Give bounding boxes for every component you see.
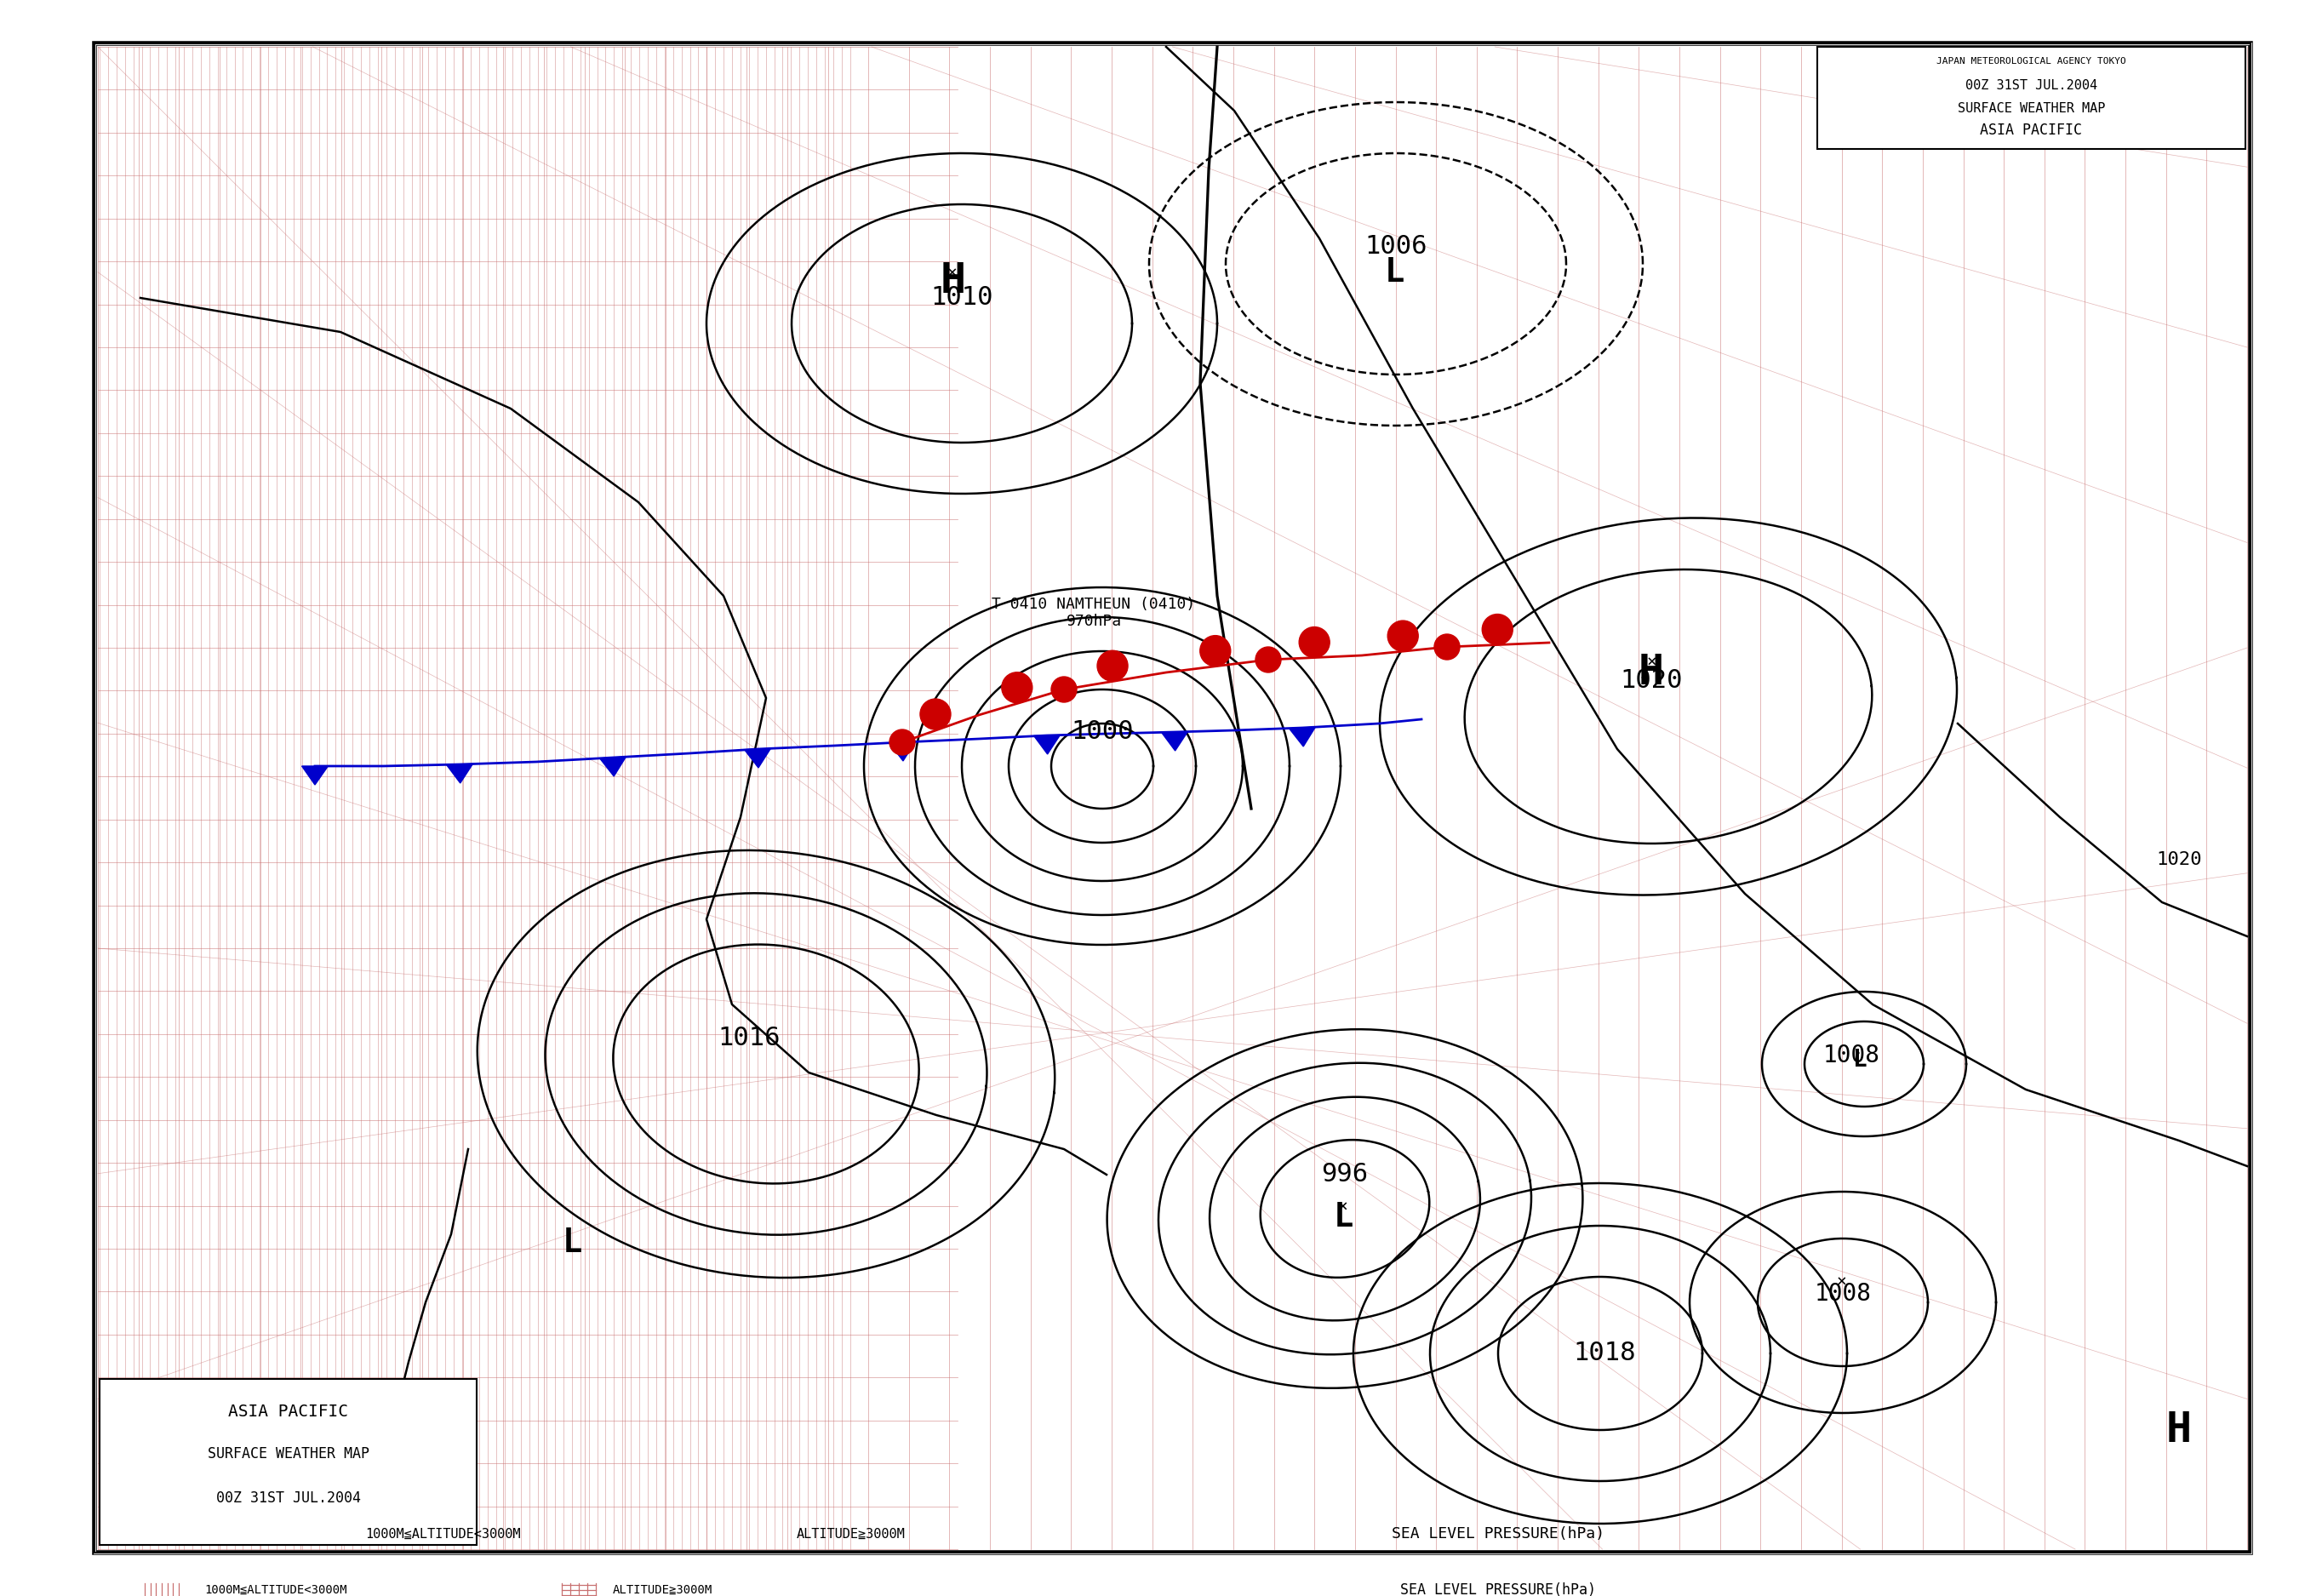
Text: ×: × (1837, 1274, 1846, 1290)
Text: 1000: 1000 (1072, 720, 1134, 744)
Text: 996: 996 (1321, 1162, 1369, 1187)
Text: ×: × (947, 265, 957, 281)
Polygon shape (1288, 728, 1316, 747)
Text: 1000M≦ALTITUDE<3000M: 1000M≦ALTITUDE<3000M (205, 1585, 346, 1596)
Text: SURFACE WEATHER MAP: SURFACE WEATHER MAP (207, 1446, 369, 1462)
Text: ALTITUDE≧3000M: ALTITUDE≧3000M (798, 1527, 906, 1540)
Text: 00Z 31ST JUL.2004: 00Z 31ST JUL.2004 (1966, 80, 2098, 93)
Circle shape (1201, 635, 1231, 666)
Text: ×: × (1646, 653, 1657, 669)
Text: ALTITUDE≧3000M: ALTITUDE≧3000M (613, 1585, 712, 1596)
Text: 1010: 1010 (931, 286, 993, 310)
Circle shape (1003, 672, 1033, 702)
Text: SEA LEVEL PRESSURE(hPa): SEA LEVEL PRESSURE(hPa) (1392, 1526, 1604, 1542)
Text: 1020: 1020 (2155, 851, 2201, 868)
Text: ×: × (1337, 1199, 1348, 1215)
Polygon shape (1162, 731, 1187, 750)
Polygon shape (302, 766, 327, 785)
Polygon shape (890, 742, 915, 761)
Text: SEA LEVEL PRESSURE(hPa): SEA LEVEL PRESSURE(hPa) (1399, 1582, 1595, 1596)
Text: ASIA PACIFIC: ASIA PACIFIC (228, 1404, 348, 1420)
Text: SURFACE WEATHER MAP: SURFACE WEATHER MAP (1957, 102, 2104, 115)
Polygon shape (1035, 736, 1060, 755)
Text: H: H (1639, 653, 1664, 693)
Text: H: H (2167, 1409, 2192, 1451)
Text: 1016: 1016 (717, 1026, 781, 1050)
Polygon shape (745, 749, 770, 768)
Text: 1000M≦ALTITUDE<3000M: 1000M≦ALTITUDE<3000M (364, 1527, 521, 1540)
Text: H: H (940, 260, 966, 302)
Text: 00Z 31ST JUL.2004: 00Z 31ST JUL.2004 (217, 1491, 360, 1507)
Circle shape (1300, 627, 1330, 658)
Circle shape (1256, 646, 1282, 672)
Polygon shape (447, 764, 473, 784)
Text: T 0410 NAMTHEUN (0410)
970hPa: T 0410 NAMTHEUN (0410) 970hPa (991, 597, 1196, 629)
Text: 1008: 1008 (1814, 1282, 1872, 1306)
Text: 1008: 1008 (1823, 1044, 1881, 1068)
Circle shape (920, 699, 950, 729)
Text: L: L (1385, 257, 1404, 289)
Text: L: L (1332, 1202, 1353, 1234)
Text: JAPAN METEOROLOGICAL AGENCY TOKYO: JAPAN METEOROLOGICAL AGENCY TOKYO (1936, 57, 2125, 65)
Text: ASIA PACIFIC: ASIA PACIFIC (1980, 123, 2081, 139)
Text: L: L (1853, 1049, 1867, 1071)
Bar (99, 1379, 477, 1545)
Circle shape (1388, 621, 1418, 651)
Text: L: L (562, 1227, 581, 1259)
Circle shape (1482, 614, 1512, 645)
Circle shape (890, 729, 915, 755)
Text: 1018: 1018 (1574, 1341, 1637, 1366)
Circle shape (1097, 651, 1127, 681)
Polygon shape (599, 757, 627, 776)
Bar (1816, 46, 2245, 148)
Circle shape (1434, 634, 1459, 659)
Text: 1020: 1020 (1620, 669, 1683, 693)
Text: 1006: 1006 (1365, 235, 1427, 259)
Circle shape (1051, 677, 1076, 702)
